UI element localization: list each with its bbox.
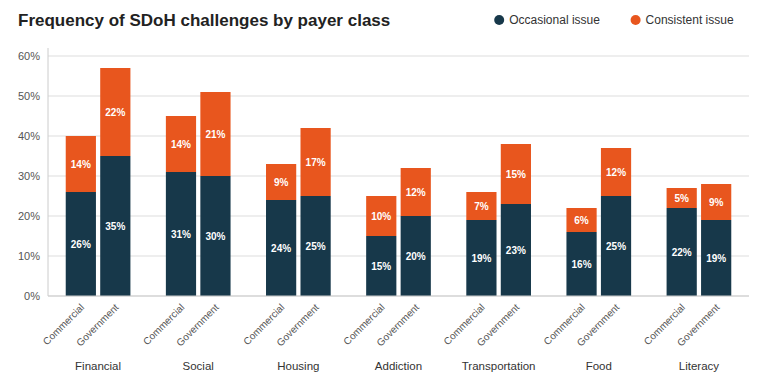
grid-line	[48, 216, 749, 217]
data-label: 31%	[171, 229, 191, 240]
data-labels: 26% 14% 35% 22% 31% 14% 30% 21% 24% 9% 25% 17% 15% 10…	[71, 107, 726, 272]
group-label: Transportation	[462, 360, 536, 372]
data-label: 12%	[406, 187, 426, 198]
group-label: Financial	[75, 360, 121, 372]
x-axis-line	[48, 296, 749, 297]
bar-segment	[66, 192, 96, 296]
bar-segment	[366, 236, 396, 296]
bar-segment	[501, 144, 531, 204]
y-tick-label: 40%	[18, 130, 40, 142]
group-label: Social	[183, 360, 214, 372]
bar-segment	[166, 172, 196, 296]
legend-marker	[494, 15, 504, 25]
bar-segment	[701, 184, 731, 220]
data-label: 6%	[574, 215, 589, 226]
y-tick-label: 20%	[18, 210, 40, 222]
data-label: 9%	[274, 177, 289, 188]
y-tick-label: 0%	[24, 290, 40, 302]
group-label: Housing	[277, 360, 319, 372]
data-label: 19%	[471, 253, 491, 264]
data-label: 23%	[506, 245, 526, 256]
bar-segment	[300, 128, 330, 196]
data-label: 26%	[71, 239, 91, 250]
bar-segment	[501, 204, 531, 296]
bar-segment	[601, 196, 631, 296]
legend: Occasional issue Consistent issue	[494, 13, 734, 27]
bar-segment	[366, 196, 396, 236]
x-tick-label: Government	[575, 301, 622, 348]
grid-line	[48, 256, 749, 257]
data-label: 10%	[371, 211, 391, 222]
legend-label: Consistent issue	[646, 13, 734, 27]
group-label: Addiction	[375, 360, 422, 372]
data-label: 16%	[572, 259, 592, 270]
data-label: 24%	[271, 243, 291, 254]
bar-segment	[166, 116, 196, 172]
bar-segment	[667, 188, 697, 208]
bar-segment	[566, 208, 596, 232]
x-tick-label: Government	[274, 301, 321, 348]
data-label: 30%	[205, 231, 225, 242]
grid-line	[48, 176, 749, 177]
data-label: 5%	[674, 193, 689, 204]
x-tick-label: Government	[475, 301, 522, 348]
data-label: 14%	[171, 139, 191, 150]
grid-line	[48, 136, 749, 137]
data-label: 22%	[672, 247, 692, 258]
legend-marker	[631, 15, 641, 25]
bar-segment	[466, 192, 496, 220]
y-tick-label: 50%	[18, 90, 40, 102]
grid-line	[48, 96, 749, 97]
data-label: 15%	[506, 169, 526, 180]
x-tick-label: Government	[74, 301, 121, 348]
data-label: 12%	[606, 167, 626, 178]
bar-segment	[266, 200, 296, 296]
grid	[48, 56, 749, 296]
bar-segment	[401, 216, 431, 296]
y-tick-label: 60%	[18, 50, 40, 62]
data-label: 25%	[606, 241, 626, 252]
legend-label: Occasional issue	[509, 13, 600, 27]
title: Frequency of SDoH challenges by payer cl…	[18, 11, 390, 30]
bar-segment	[466, 220, 496, 296]
x-tick-label: Government	[174, 301, 221, 348]
bar-segment	[566, 232, 596, 296]
y-tick-label: 30%	[18, 170, 40, 182]
bar-segment	[200, 176, 230, 296]
data-label: 9%	[709, 197, 724, 208]
bar-segment	[401, 168, 431, 216]
data-label: 7%	[474, 201, 489, 212]
data-label: 35%	[105, 221, 125, 232]
group-label: Food	[586, 360, 612, 372]
data-label: 17%	[306, 157, 326, 168]
data-label: 25%	[306, 241, 326, 252]
chart: Frequency of SDoH challenges by payer cl…	[0, 0, 767, 392]
grid-line	[48, 56, 749, 57]
data-label: 15%	[371, 261, 391, 272]
bars	[66, 68, 732, 296]
bar-segment	[266, 164, 296, 200]
bar-segment	[667, 208, 697, 296]
data-label: 22%	[105, 107, 125, 118]
x-tick-label: Government	[374, 301, 421, 348]
data-label: 20%	[406, 251, 426, 262]
data-label: 21%	[205, 129, 225, 140]
bar-segment	[100, 68, 130, 156]
data-label: 19%	[706, 253, 726, 264]
bar-segment	[300, 196, 330, 296]
bar-segment	[200, 92, 230, 176]
bar-segment	[100, 156, 130, 296]
data-label: 14%	[71, 159, 91, 170]
y-axis-line	[48, 48, 49, 296]
group-label: Literacy	[679, 360, 720, 372]
bar-segment	[701, 220, 731, 296]
y-tick-label: 10%	[18, 250, 40, 262]
bar-segment	[601, 148, 631, 196]
grid-line	[48, 296, 749, 297]
x-tick-label: Government	[675, 301, 722, 348]
bar-segment	[66, 136, 96, 192]
